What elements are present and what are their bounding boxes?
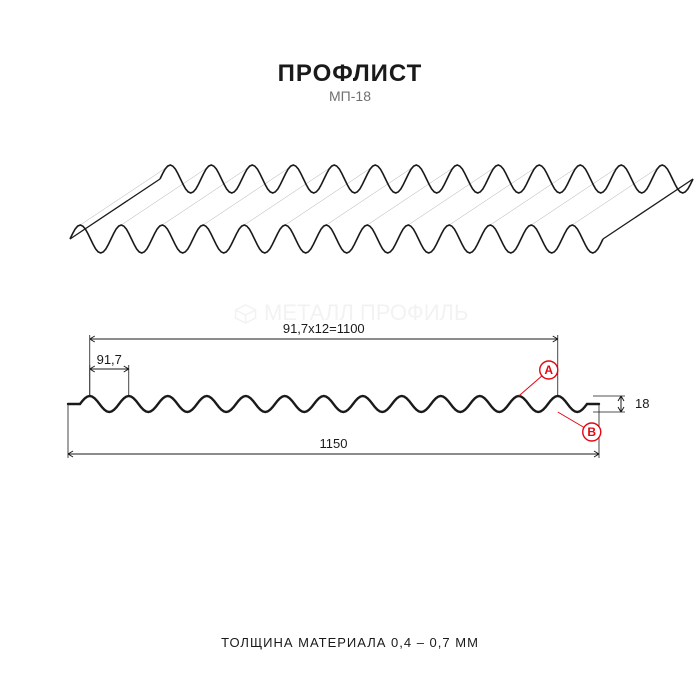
iso-back-edge <box>160 165 693 193</box>
callout-a-label: A <box>544 363 553 377</box>
iso-ridge <box>326 165 416 225</box>
material-thickness-note: ТОЛЩИНА МАТЕРИАЛА 0,4 – 0,7 ММ <box>0 635 700 650</box>
dim-pitch-label: 91,7 <box>97 352 122 367</box>
dim-overall: 1150 <box>68 436 599 457</box>
watermark-icon <box>232 302 260 324</box>
iso-ridge <box>162 165 252 225</box>
iso-ridge <box>80 165 170 225</box>
callout-b-label: B <box>587 425 596 439</box>
iso-ridge <box>490 165 580 225</box>
watermark-text: МЕТАЛЛ ПРОФИЛЬ <box>232 300 469 326</box>
dim-height <box>618 396 624 412</box>
page-title: ПРОФЛИСТ <box>0 60 700 88</box>
iso-front-edge <box>70 225 603 253</box>
dim-overall-label: 1150 <box>320 436 348 451</box>
iso-ridge <box>449 165 539 225</box>
iso-ridge <box>408 165 498 225</box>
iso-ridge <box>203 165 293 225</box>
iso-ridge <box>244 165 334 225</box>
iso-ridge <box>531 165 621 225</box>
dim-height-label: 18 <box>635 396 649 411</box>
page-subtitle: МП-18 <box>0 88 700 104</box>
iso-wave-view <box>0 104 700 294</box>
iso-ridge <box>121 165 211 225</box>
section-wave-view: 91,7x12=110091,7115018AB <box>0 304 700 504</box>
iso-ridge <box>572 165 662 225</box>
section-profile <box>68 396 599 412</box>
iso-ridge <box>285 165 375 225</box>
iso-ridge <box>367 165 457 225</box>
dim-pitch: 91,7 <box>90 352 129 372</box>
diagram-page: ПРОФЛИСТ МП-18 МЕТАЛЛ ПРОФИЛЬ 91,7x12=11… <box>0 0 700 700</box>
